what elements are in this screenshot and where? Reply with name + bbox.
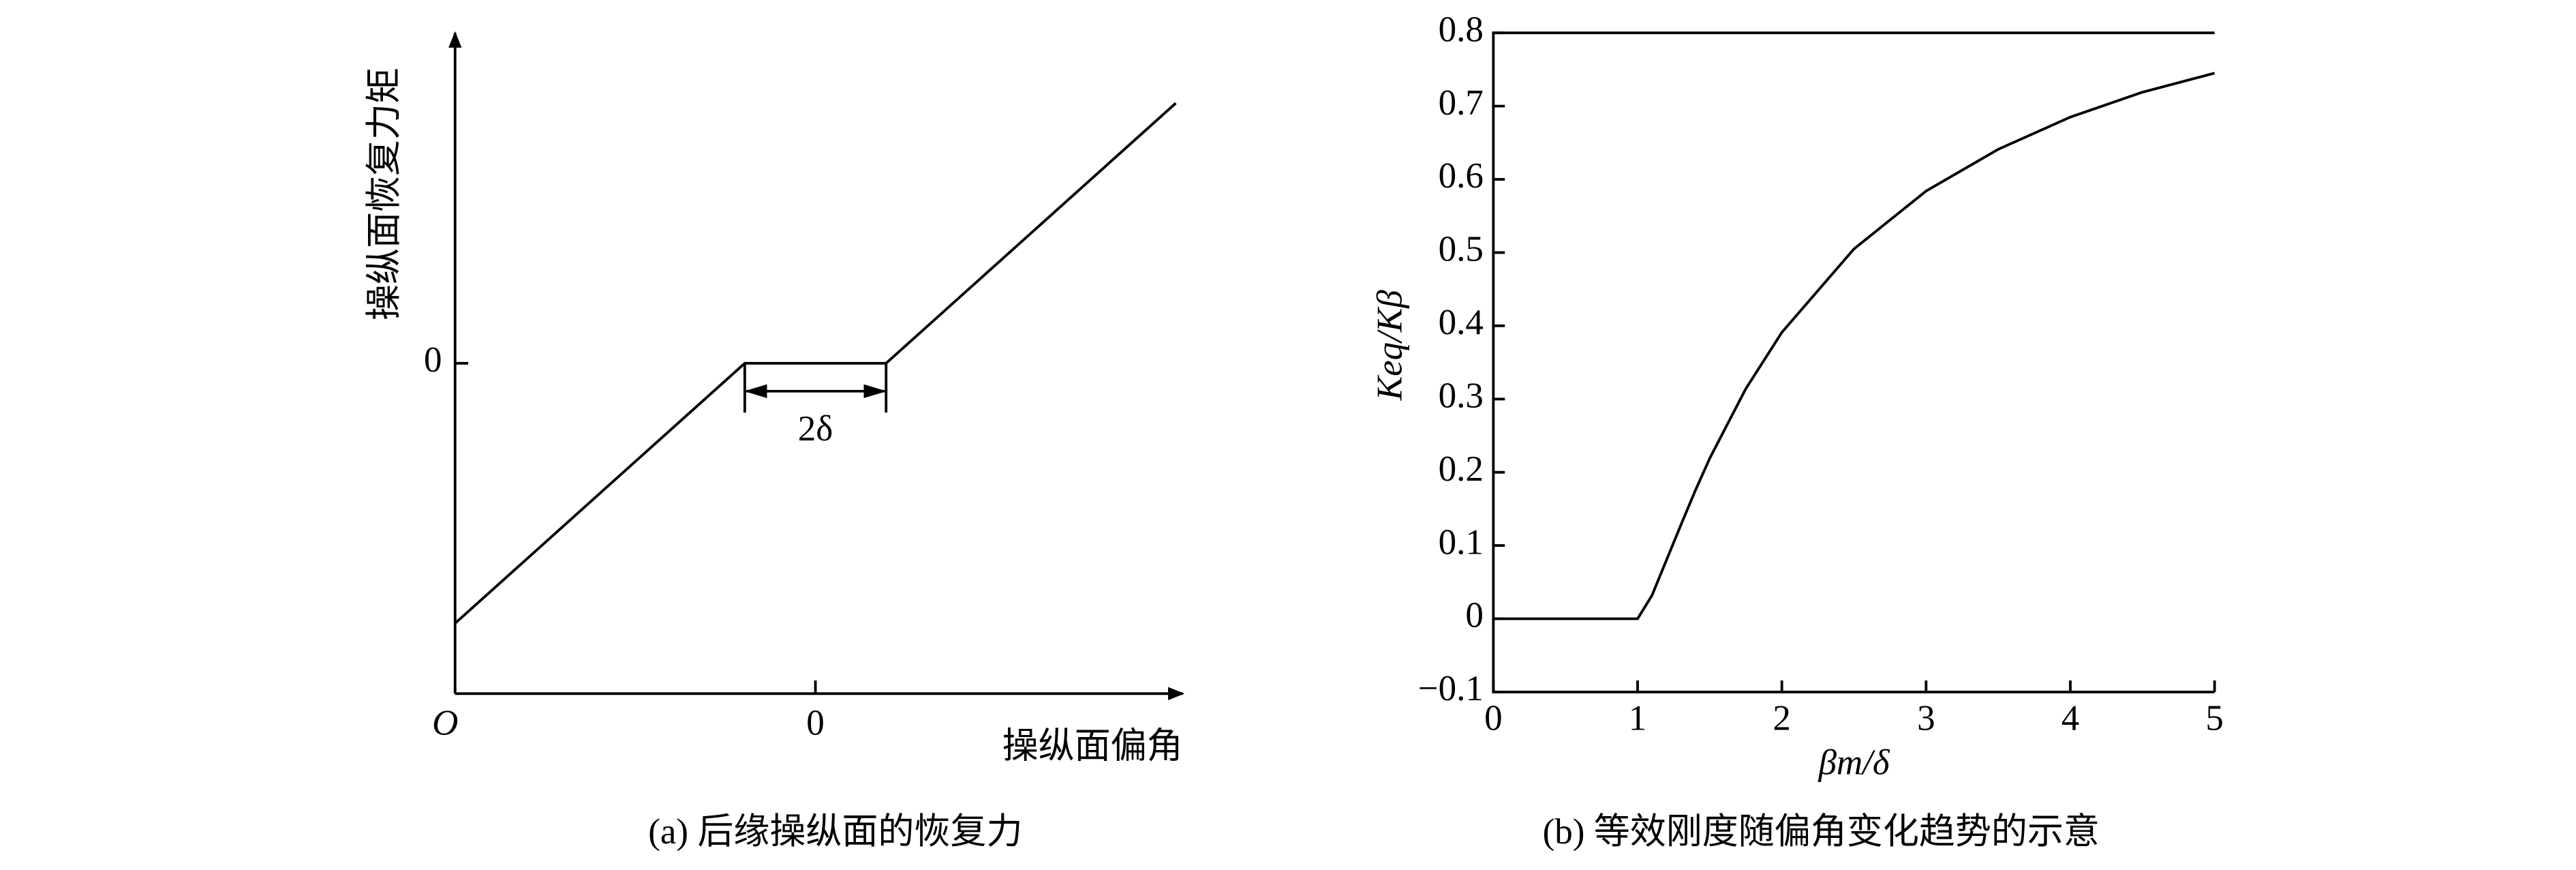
x-tick-label: 1 (1629, 698, 1647, 738)
caption: (a) 后缘操纵面的恢复力 (648, 812, 1022, 852)
annotation: 2δ (798, 409, 833, 449)
y-tick-label: 0.3 (1439, 376, 1484, 415)
line (1493, 72, 2215, 620)
x-tick-label: 0 (1484, 698, 1503, 738)
y-tick-label: 0.2 (1439, 449, 1484, 489)
x-tick-label: 5 (2205, 698, 2224, 738)
x-tick-label: 4 (2061, 698, 2080, 738)
y-axis-label: 操纵面恢复力矩 (365, 68, 404, 320)
x-axis-label: βm/δ (1818, 743, 1890, 783)
origin-label: O (432, 704, 458, 743)
y-tick-label: 0.1 (1439, 522, 1484, 562)
y-tick-label: 0.8 (1439, 10, 1484, 49)
y-tick-label: 0 (424, 340, 442, 380)
y-tick-label: 0.4 (1439, 303, 1484, 342)
y-tick-label: 0 (1465, 596, 1484, 635)
x-tick-label: 3 (1917, 698, 1935, 738)
y-tick-label: −0.1 (1418, 669, 1484, 708)
y-tick-label: 0.5 (1439, 230, 1484, 269)
y-axis-label: Keq/Kβ (1370, 290, 1409, 401)
y-tick-label: 0.6 (1439, 156, 1484, 196)
axes-frame (1492, 31, 2215, 693)
x-axis-label: 操纵面偏角 (1002, 726, 1183, 766)
x-tick-label: 2 (1773, 698, 1791, 738)
y-tick-label: 0.7 (1439, 83, 1484, 123)
x-tick-label: 0 (806, 704, 825, 743)
caption: (b) 等效刚度随偏角变化趋势的示意 (1543, 812, 2100, 852)
line (454, 102, 1177, 625)
